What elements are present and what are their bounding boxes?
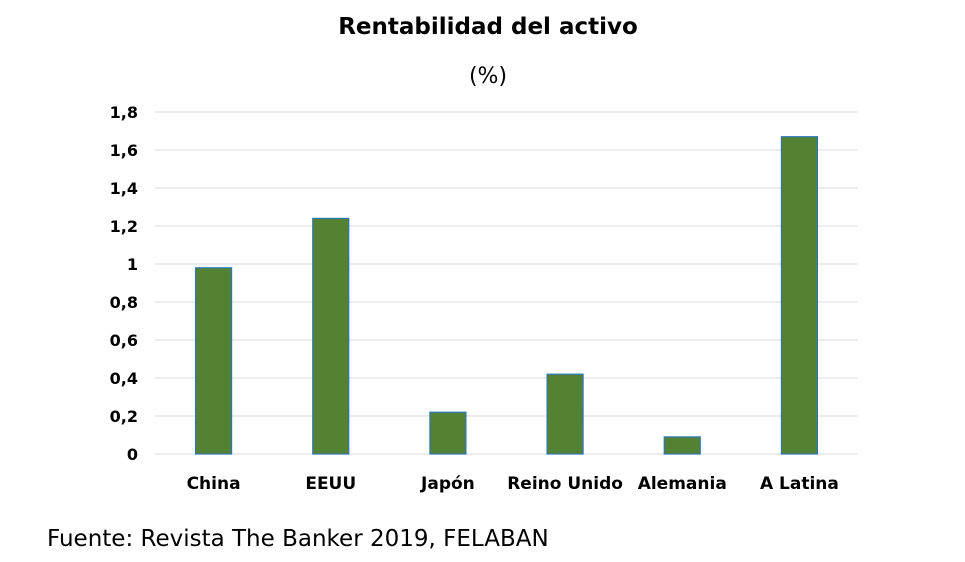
bar-reino-unido — [546, 373, 584, 455]
bar-a-latina — [780, 136, 819, 455]
source-note: Fuente: Revista The Banker 2019, FELABAN — [47, 526, 549, 552]
x-tick-label: EEUU — [305, 474, 356, 494]
chart-title: Rentabilidad del activo — [338, 14, 638, 40]
y-tick-label: 0 — [127, 445, 138, 464]
bar-china — [194, 267, 233, 455]
y-tick-label: 1,6 — [110, 141, 138, 160]
bar-alemania — [663, 436, 701, 455]
x-tick-label: Alemania — [638, 474, 727, 494]
bar-japón — [429, 411, 467, 455]
x-tick-label: China — [187, 474, 241, 494]
y-tick-label: 0,4 — [110, 369, 138, 388]
gridlines — [155, 111, 858, 455]
x-tick-label: A Latina — [760, 474, 839, 494]
y-tick-label: 1 — [127, 255, 138, 274]
x-tick-label: Japón — [420, 474, 475, 494]
y-tick-label: 0,8 — [110, 293, 138, 312]
y-tick-label: 1,2 — [110, 217, 138, 236]
y-axis-ticks: 0 0,2 0,4 0,6 0,8 1 1,2 1,4 1,6 1,8 — [110, 103, 138, 464]
y-tick-label: 1,4 — [110, 179, 138, 198]
y-tick-label: 0,6 — [110, 331, 138, 350]
chart-subtitle: (%) — [469, 64, 507, 89]
y-tick-label: 0,2 — [110, 407, 138, 426]
y-tick-label: 1,8 — [110, 103, 138, 122]
x-tick-label: Reino Unido — [507, 474, 623, 494]
bar-chart: Rentabilidad del activo (%) 0 0,2 0,4 0,6 0,… — [110, 14, 858, 494]
x-axis-ticks: China EEUU Japón Reino Unido Alemania A Latin… — [187, 474, 839, 494]
bars — [194, 136, 819, 455]
bar-eeuu — [312, 217, 350, 455]
